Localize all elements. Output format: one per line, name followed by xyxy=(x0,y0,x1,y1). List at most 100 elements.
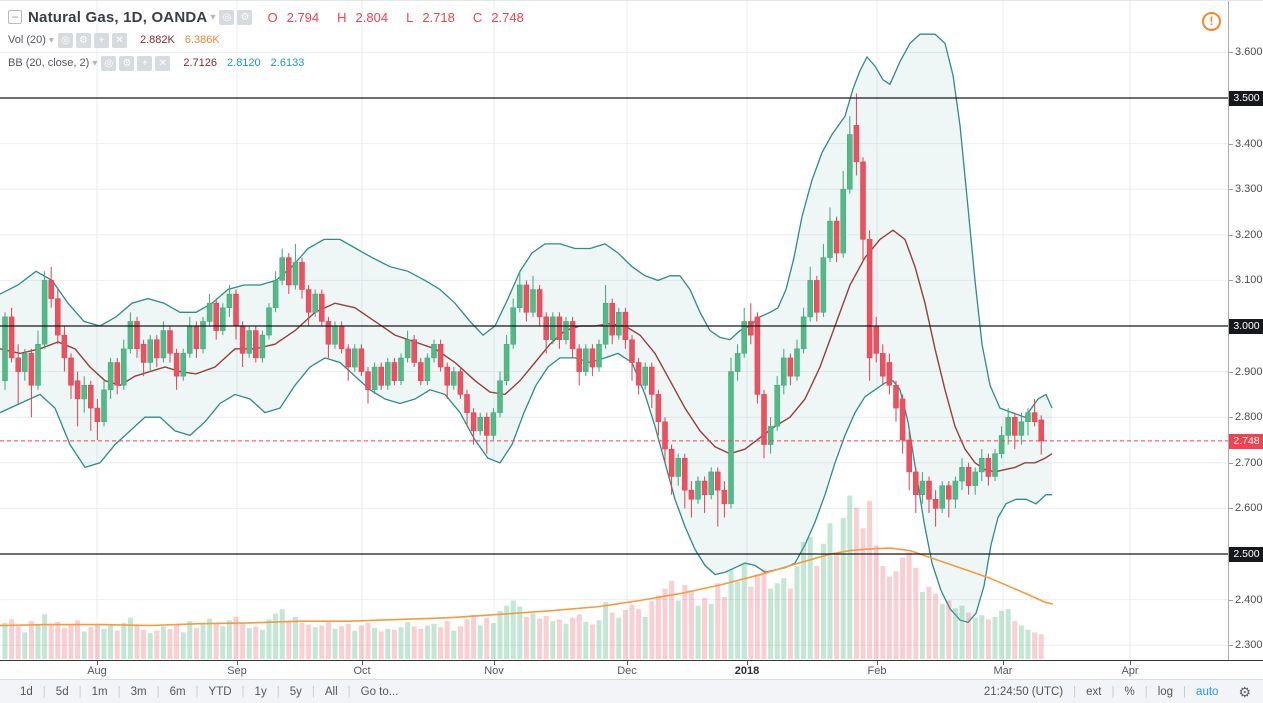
bb-gear-icon[interactable]: ⚙ xyxy=(119,55,135,71)
chevron-down-icon[interactable]: ▾ xyxy=(48,34,54,46)
range-1y[interactable]: 1y xyxy=(254,686,267,698)
volume-bar xyxy=(754,574,760,659)
candle-body xyxy=(246,330,252,354)
candle-body xyxy=(272,280,279,309)
volume-bar xyxy=(365,622,371,659)
range-5d[interactable]: 5d xyxy=(55,686,69,698)
volume-bar xyxy=(1038,634,1044,659)
candle-body xyxy=(22,353,28,372)
candle-body xyxy=(497,380,503,413)
chevron-down-icon[interactable]: ▾ xyxy=(92,57,98,69)
candle-body xyxy=(675,457,681,477)
ext-button[interactable]: ext xyxy=(1086,686,1102,698)
volume-bar xyxy=(55,622,61,659)
chart-canvas[interactable] xyxy=(0,1,1228,660)
range-ytd[interactable]: YTD xyxy=(208,686,232,698)
range-all[interactable]: All xyxy=(324,686,338,698)
bb-add-icon[interactable]: + xyxy=(137,55,153,71)
candle-body xyxy=(814,280,820,313)
volume-bar xyxy=(187,621,193,659)
volume-bar xyxy=(939,603,945,659)
chevron-down-icon[interactable]: ▾ xyxy=(210,11,216,23)
settings-gear-icon[interactable]: ⚙ xyxy=(1238,683,1251,700)
candle-body xyxy=(972,471,978,486)
volume-bar xyxy=(28,621,34,659)
alert-icon[interactable]: ! xyxy=(1202,12,1221,31)
candle-body xyxy=(286,257,292,286)
log-button[interactable]: log xyxy=(1157,686,1174,698)
price-axis[interactable]: 3.600 3.400 3.300 3.200 3.100 2.900 2.800 2.700… xyxy=(1228,1,1263,660)
candle-body xyxy=(299,261,305,290)
symbol-eye-icon[interactable]: ◎ xyxy=(219,9,235,25)
time-axis[interactable]: Aug Sep Oct Nov Dec 2018 Feb Mar Apr xyxy=(0,660,1263,679)
candle-body xyxy=(127,321,134,350)
volume-bar xyxy=(306,624,312,659)
bb-eye-icon[interactable]: ◎ xyxy=(101,55,117,71)
volume-close-icon[interactable]: ✕ xyxy=(111,32,127,48)
time-tick xyxy=(747,661,748,665)
auto-button[interactable]: auto xyxy=(1196,686,1219,698)
volume-bar xyxy=(504,605,510,659)
candle-body xyxy=(919,480,926,495)
candle-body xyxy=(193,325,200,350)
volume-eye-icon[interactable]: ◎ xyxy=(57,32,73,48)
candle-body xyxy=(1038,419,1044,442)
candle-body xyxy=(695,480,701,500)
range-3m[interactable]: 3m xyxy=(130,686,147,698)
symbol-gear-icon[interactable]: ⚙ xyxy=(237,9,253,25)
symbol-title[interactable]: Natural Gas, 1D, OANDA xyxy=(28,8,208,26)
open-value: O 2.794 xyxy=(267,9,320,25)
bottom-toolbar: 1d | 5d | 1m | 3m | 6m | YTD | 1y | 5y | All | Go to... 21… xyxy=(0,679,1263,703)
candle-body xyxy=(437,343,444,368)
price-tick xyxy=(1229,417,1233,418)
candle-body xyxy=(741,321,747,354)
range-1d[interactable]: 1d xyxy=(20,686,33,698)
collapse-icon[interactable]: − xyxy=(8,10,22,24)
candle-body xyxy=(899,398,906,441)
candle-body xyxy=(767,426,774,445)
candle-body xyxy=(140,343,147,363)
range-5y[interactable]: 5y xyxy=(289,686,302,698)
volume-gear-icon[interactable]: ⚙ xyxy=(75,32,91,48)
time-tick xyxy=(362,661,363,665)
volume-bar xyxy=(325,622,331,659)
candle-body xyxy=(873,325,879,354)
volume-bar xyxy=(174,625,180,659)
price-tick-label: 3.200 xyxy=(1235,229,1263,241)
candle-body xyxy=(206,302,213,322)
range-6m[interactable]: 6m xyxy=(169,686,186,698)
bb-upper-line xyxy=(0,33,1053,418)
candle-body xyxy=(490,412,497,436)
volume-label[interactable]: Vol (20) xyxy=(8,34,46,46)
candle-body xyxy=(319,293,325,322)
volume-bar xyxy=(999,610,1005,659)
toolbar-separator: | xyxy=(42,686,46,698)
range-goto[interactable]: Go to... xyxy=(360,686,399,698)
bb-label[interactable]: BB (20, close, 2) xyxy=(8,57,90,69)
volume-bar xyxy=(339,626,345,659)
volume-bar xyxy=(774,583,780,659)
volume-bar xyxy=(959,605,965,659)
volume-bar xyxy=(695,605,701,659)
volume-bar xyxy=(226,620,232,659)
volume-bar xyxy=(840,517,846,659)
price-pane[interactable]: − Natural Gas, 1D, OANDA ▾ ◎ ⚙ O 2.794 H 2.… xyxy=(0,1,1228,660)
volume-add-icon[interactable]: + xyxy=(93,32,109,48)
volume-bar xyxy=(933,593,939,659)
range-selector: 1d | 5d | 1m | 3m | 6m | YTD | 1y | 5y | All | Go to... xyxy=(10,686,408,698)
volume-bar xyxy=(266,619,272,659)
bb-close-icon[interactable]: ✕ xyxy=(155,55,171,71)
volume-bar xyxy=(464,619,470,659)
candle-body xyxy=(147,339,153,363)
candle-body xyxy=(583,348,589,372)
low-value: L 2.718 xyxy=(406,9,455,25)
volume-bar xyxy=(167,628,173,659)
volume-bar xyxy=(768,588,774,659)
candle-body xyxy=(596,343,602,368)
volume-bar xyxy=(682,585,688,659)
volume-bar xyxy=(378,631,384,659)
range-1m[interactable]: 1m xyxy=(91,686,108,698)
candle-body xyxy=(220,307,226,331)
percent-button[interactable]: % xyxy=(1124,686,1135,698)
candle-body xyxy=(114,362,120,386)
